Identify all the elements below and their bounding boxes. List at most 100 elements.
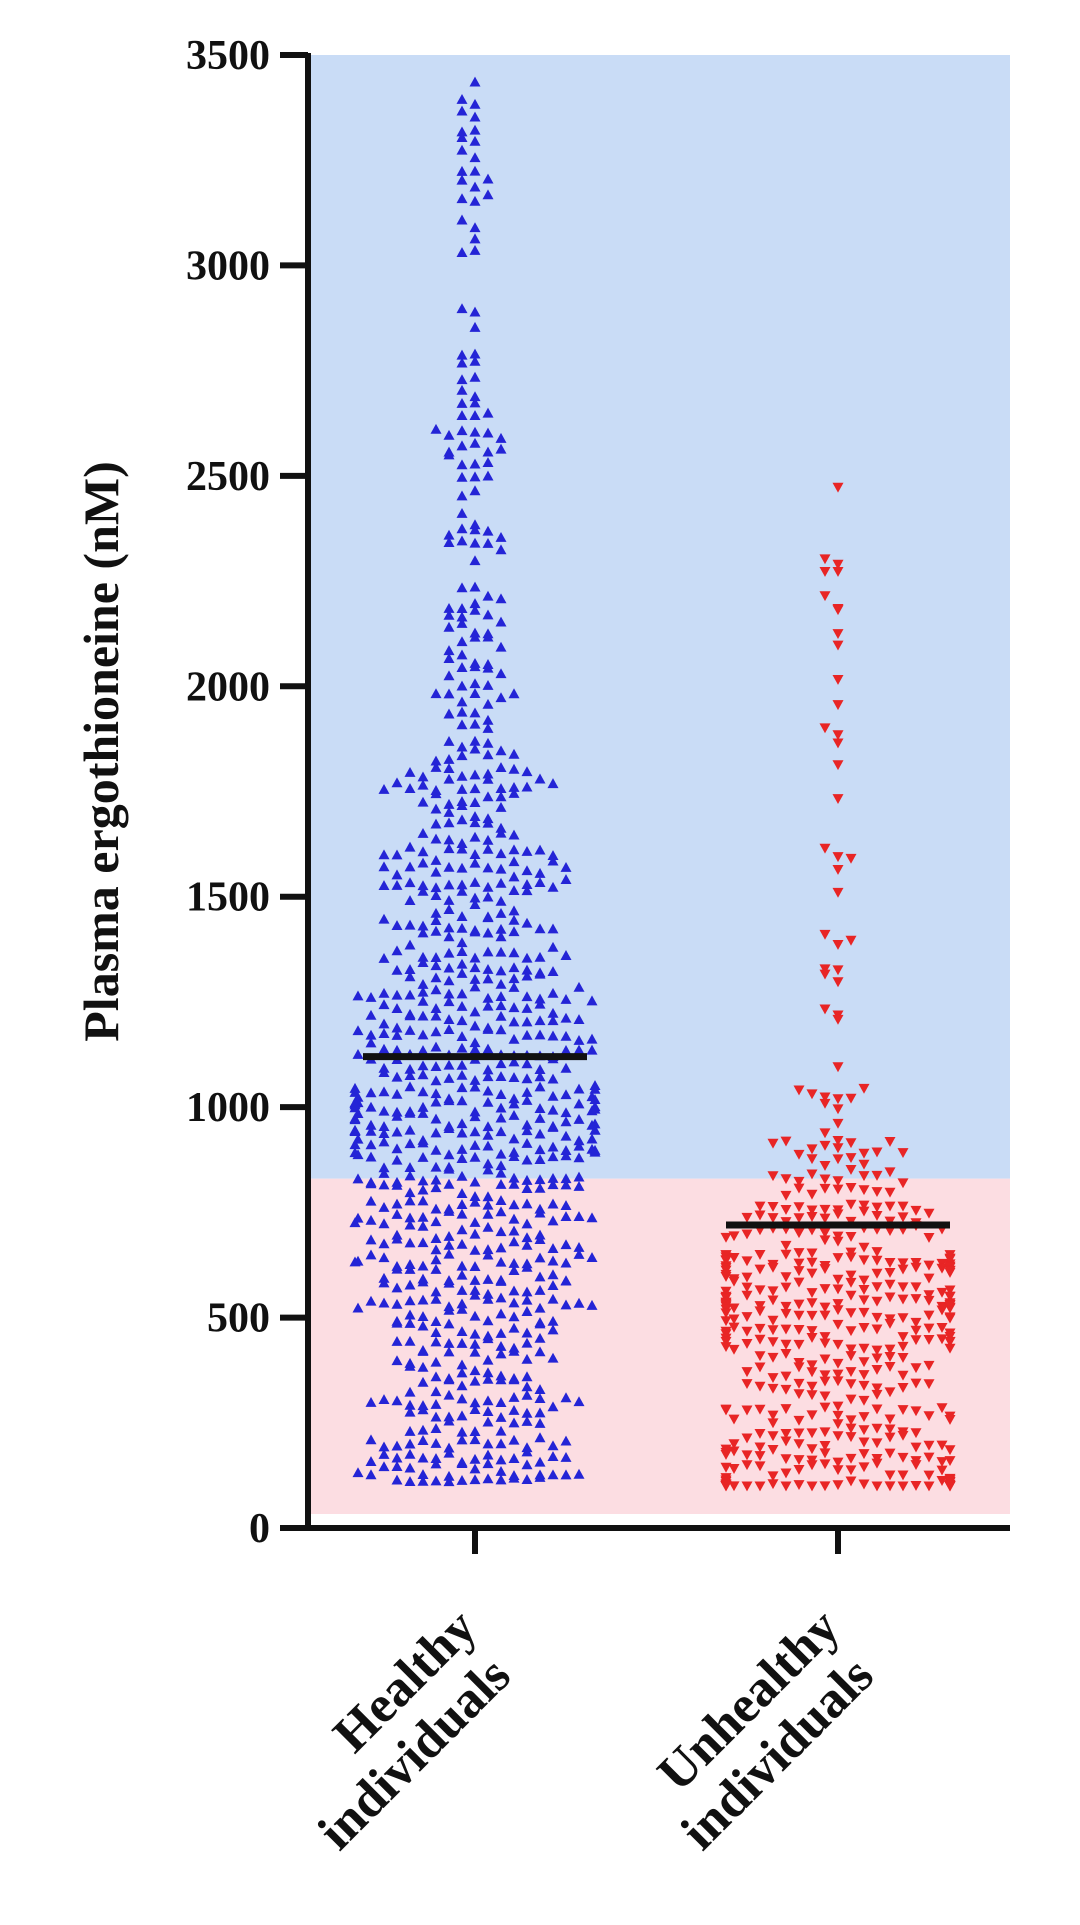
data-point-series-0 bbox=[365, 1087, 377, 1098]
data-point-series-1 bbox=[871, 1147, 883, 1158]
data-point-series-0 bbox=[391, 1003, 403, 1013]
data-point-series-0 bbox=[404, 1170, 416, 1181]
data-point-series-0 bbox=[534, 1234, 546, 1245]
data-point-series-0 bbox=[495, 1340, 507, 1351]
data-point-series-1 bbox=[832, 1184, 844, 1195]
data-point-series-1 bbox=[754, 1404, 766, 1415]
data-point-series-0 bbox=[482, 927, 494, 938]
data-point-series-0 bbox=[508, 844, 520, 855]
data-point-series-0 bbox=[443, 947, 455, 958]
data-point-series-1 bbox=[910, 1406, 922, 1417]
data-point-series-0 bbox=[443, 537, 455, 548]
data-point-series-0 bbox=[404, 1237, 416, 1248]
data-point-series-0 bbox=[352, 1173, 364, 1184]
data-point-series-0 bbox=[391, 1282, 403, 1293]
data-point-series-0 bbox=[482, 1164, 494, 1175]
data-point-series-1 bbox=[806, 1189, 818, 1200]
data-point-series-1 bbox=[819, 723, 831, 734]
data-point-series-0 bbox=[495, 1454, 507, 1465]
data-point-series-0 bbox=[469, 1126, 481, 1137]
data-point-series-1 bbox=[741, 1290, 753, 1301]
data-point-series-1 bbox=[819, 1161, 831, 1171]
data-point-series-0 bbox=[417, 1311, 429, 1321]
data-point-series-0 bbox=[482, 1458, 494, 1469]
data-point-series-0 bbox=[469, 1338, 481, 1349]
data-point-series-0 bbox=[391, 1179, 403, 1190]
data-point-series-0 bbox=[469, 244, 481, 255]
data-point-series-1 bbox=[884, 1167, 896, 1178]
data-point-series-0 bbox=[443, 1239, 455, 1250]
data-point-series-0 bbox=[534, 1332, 546, 1343]
data-point-series-1 bbox=[897, 1332, 909, 1343]
data-point-series-0 bbox=[417, 995, 429, 1006]
data-point-series-1 bbox=[767, 1337, 779, 1348]
data-point-series-0 bbox=[417, 1101, 429, 1112]
data-point-series-1 bbox=[754, 1285, 766, 1296]
data-point-series-1 bbox=[884, 1267, 896, 1278]
data-point-series-1 bbox=[793, 1464, 805, 1475]
data-point-series-0 bbox=[430, 1075, 442, 1086]
data-point-series-0 bbox=[482, 1373, 494, 1384]
data-point-series-0 bbox=[456, 1359, 468, 1370]
data-point-series-0 bbox=[443, 895, 455, 905]
data-point-series-0 bbox=[456, 617, 468, 628]
data-point-series-0 bbox=[482, 1199, 494, 1210]
data-point-series-0 bbox=[443, 1442, 455, 1453]
data-point-series-0 bbox=[534, 1472, 546, 1482]
data-point-series-0 bbox=[443, 975, 455, 986]
data-point-series-0 bbox=[378, 849, 390, 860]
background-band-0 bbox=[308, 55, 1010, 1179]
data-point-series-0 bbox=[443, 653, 455, 663]
data-point-series-0 bbox=[456, 879, 468, 890]
data-point-series-0 bbox=[378, 880, 390, 891]
data-point-series-1 bbox=[832, 700, 844, 711]
data-point-series-0 bbox=[469, 152, 481, 163]
data-point-series-0 bbox=[469, 233, 481, 244]
data-point-series-1 bbox=[832, 1369, 844, 1380]
data-point-series-0 bbox=[482, 714, 494, 725]
data-point-series-0 bbox=[404, 1476, 416, 1487]
data-point-series-0 bbox=[443, 861, 455, 872]
data-point-series-0 bbox=[404, 1219, 416, 1230]
data-point-series-1 bbox=[832, 940, 844, 950]
data-point-series-1 bbox=[871, 1268, 883, 1279]
data-point-series-0 bbox=[469, 458, 481, 469]
data-point-series-0 bbox=[456, 783, 468, 794]
data-point-series-0 bbox=[495, 1242, 507, 1253]
data-point-series-1 bbox=[832, 629, 844, 639]
data-point-series-0 bbox=[534, 1284, 546, 1295]
data-point-series-0 bbox=[456, 471, 468, 482]
data-point-series-0 bbox=[547, 1469, 559, 1480]
data-point-series-1 bbox=[944, 1343, 956, 1354]
data-point-series-0 bbox=[417, 1320, 429, 1331]
data-point-series-1 bbox=[832, 1419, 844, 1430]
data-point-series-1 bbox=[819, 1310, 831, 1321]
data-point-series-0 bbox=[456, 1153, 468, 1164]
data-point-series-1 bbox=[884, 1387, 896, 1398]
data-point-series-1 bbox=[720, 1316, 732, 1327]
data-point-series-1 bbox=[858, 1462, 870, 1473]
data-point-series-0 bbox=[456, 126, 468, 137]
data-point-series-1 bbox=[819, 1264, 831, 1275]
data-point-series-0 bbox=[430, 1010, 442, 1021]
data-point-series-1 bbox=[832, 1410, 844, 1421]
data-point-series-0 bbox=[508, 1345, 520, 1356]
data-point-series-0 bbox=[508, 1109, 520, 1120]
data-point-series-0 bbox=[495, 1206, 507, 1217]
data-point-series-1 bbox=[944, 1337, 956, 1348]
data-point-series-1 bbox=[741, 1256, 753, 1267]
data-point-series-1 bbox=[936, 1440, 948, 1451]
data-point-series-1 bbox=[832, 1143, 844, 1154]
data-point-series-1 bbox=[806, 1428, 818, 1439]
data-point-series-0 bbox=[443, 996, 455, 1007]
data-point-series-1 bbox=[910, 1460, 922, 1471]
data-point-series-0 bbox=[495, 1308, 507, 1319]
data-point-series-0 bbox=[430, 1411, 442, 1422]
data-point-series-0 bbox=[521, 1381, 533, 1392]
data-point-series-0 bbox=[391, 1355, 403, 1366]
data-point-series-0 bbox=[495, 923, 507, 934]
data-point-series-1 bbox=[780, 1404, 792, 1415]
data-point-series-1 bbox=[845, 1138, 857, 1149]
data-point-series-0 bbox=[508, 1133, 520, 1144]
data-point-series-0 bbox=[547, 941, 559, 952]
